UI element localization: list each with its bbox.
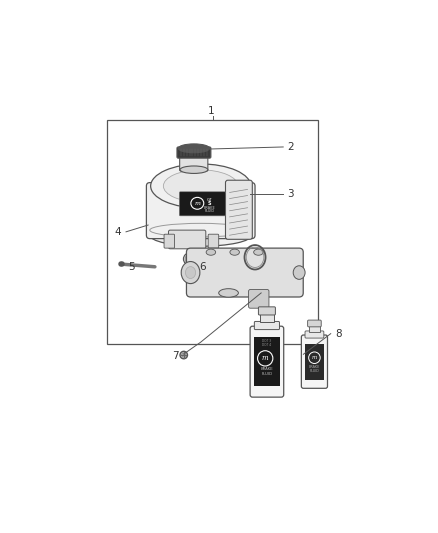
Text: 1: 1 — [208, 106, 214, 116]
Text: FLUID: FLUID — [204, 209, 214, 213]
FancyBboxPatch shape — [249, 289, 269, 308]
FancyBboxPatch shape — [301, 335, 328, 389]
Ellipse shape — [178, 144, 209, 153]
FancyBboxPatch shape — [258, 307, 276, 315]
Ellipse shape — [182, 353, 186, 357]
Ellipse shape — [206, 249, 215, 255]
Ellipse shape — [230, 249, 240, 255]
FancyBboxPatch shape — [250, 326, 284, 397]
Text: 2: 2 — [287, 142, 294, 152]
Text: BRAKE
FLUID: BRAKE FLUID — [309, 365, 320, 373]
Ellipse shape — [207, 254, 218, 264]
Ellipse shape — [181, 262, 200, 284]
Ellipse shape — [150, 224, 251, 246]
Ellipse shape — [151, 164, 251, 208]
FancyBboxPatch shape — [254, 321, 279, 329]
Ellipse shape — [185, 266, 196, 279]
FancyBboxPatch shape — [179, 192, 226, 216]
Text: 5: 5 — [128, 262, 134, 272]
Text: 4: 4 — [114, 227, 121, 237]
Ellipse shape — [184, 253, 198, 265]
FancyBboxPatch shape — [169, 230, 206, 249]
Bar — [107, 120, 318, 344]
Bar — [254, 337, 279, 386]
Text: m: m — [262, 354, 268, 362]
FancyBboxPatch shape — [177, 147, 211, 158]
FancyBboxPatch shape — [208, 234, 219, 248]
Bar — [260, 314, 274, 322]
Ellipse shape — [293, 266, 305, 279]
FancyBboxPatch shape — [305, 331, 324, 338]
Text: BRAKE: BRAKE — [203, 206, 215, 210]
Bar — [305, 344, 324, 380]
Text: 8: 8 — [335, 329, 342, 338]
Ellipse shape — [180, 166, 208, 173]
Ellipse shape — [209, 256, 215, 262]
Ellipse shape — [178, 147, 209, 157]
Text: BRAKE
FLUID: BRAKE FLUID — [261, 367, 273, 376]
Ellipse shape — [163, 170, 238, 202]
FancyBboxPatch shape — [226, 180, 252, 239]
Ellipse shape — [219, 289, 238, 297]
Text: m: m — [312, 355, 317, 360]
Text: 7: 7 — [172, 351, 179, 361]
FancyBboxPatch shape — [164, 234, 175, 248]
Text: m: m — [194, 201, 200, 206]
Text: 6: 6 — [199, 262, 206, 272]
FancyBboxPatch shape — [146, 183, 255, 239]
FancyBboxPatch shape — [187, 248, 303, 297]
Text: GT: GT — [206, 198, 212, 201]
FancyBboxPatch shape — [307, 320, 321, 327]
Text: DOT 3
DOT 4: DOT 3 DOT 4 — [262, 339, 272, 348]
Ellipse shape — [180, 351, 187, 359]
Text: 3: 3 — [287, 190, 294, 199]
Ellipse shape — [254, 249, 263, 255]
FancyBboxPatch shape — [180, 156, 208, 171]
Text: S: S — [208, 201, 211, 206]
Ellipse shape — [205, 253, 220, 265]
Ellipse shape — [185, 254, 196, 264]
Bar — [309, 326, 319, 332]
Ellipse shape — [187, 256, 194, 262]
